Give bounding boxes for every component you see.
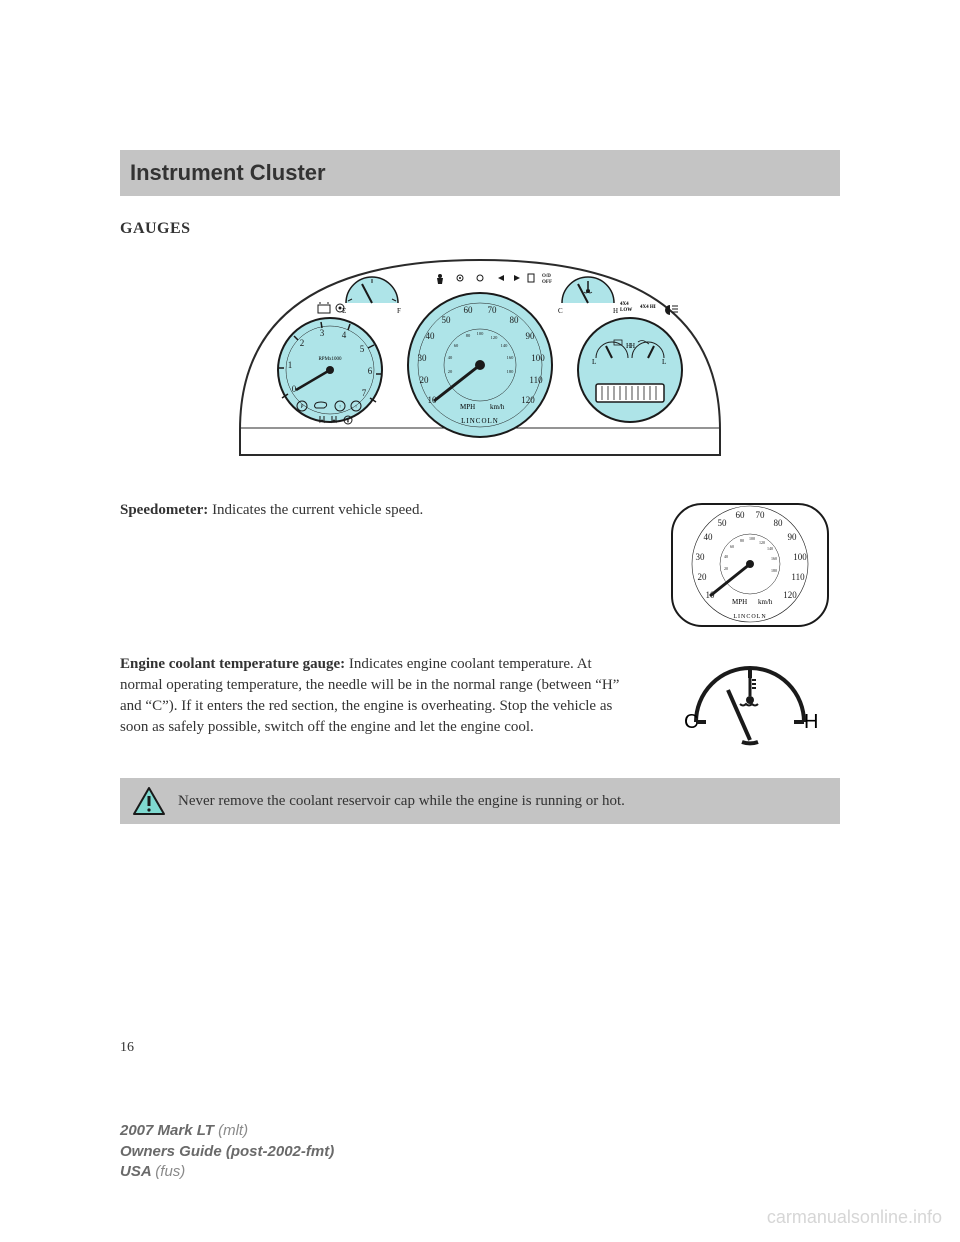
gauge-c: C: [684, 711, 698, 733]
svg-text:160: 160: [771, 556, 777, 561]
footer-line3-label: USA: [120, 1163, 151, 1180]
svg-text:120: 120: [759, 540, 765, 545]
svg-text:120: 120: [783, 590, 797, 600]
gauge-h: H: [804, 711, 818, 733]
svg-text:OFF: OFF: [542, 280, 552, 285]
svg-text:80: 80: [740, 538, 744, 543]
svg-text:140: 140: [501, 343, 509, 348]
speedometer-figure: 10 20 30 40 50 60 70 80 90 100 110 120: [660, 500, 840, 630]
footer-model-code: (mlt): [218, 1122, 248, 1139]
footer-line3-code: (fus): [155, 1163, 185, 1180]
svg-text:!: !: [355, 404, 356, 409]
speedometer-item: Speedometer: Indicates the current vehic…: [120, 500, 840, 630]
svg-text:40: 40: [704, 532, 714, 542]
svg-text:20: 20: [698, 572, 708, 582]
svg-text:70: 70: [756, 510, 766, 520]
coolant-text: Engine coolant temperature gauge: Indica…: [120, 654, 636, 738]
svg-text:1: 1: [288, 360, 293, 370]
mph-label: MPH: [460, 403, 475, 411]
coolant-h-label: H: [613, 307, 618, 315]
page-number: 16: [120, 1040, 134, 1056]
fourx4-low-label: 4X4: [620, 302, 629, 307]
svg-text:4: 4: [342, 330, 347, 340]
svg-text:90: 90: [788, 532, 798, 542]
coolant-figure: C H: [660, 654, 840, 754]
svg-text:7: 7: [362, 388, 367, 398]
svg-text:120: 120: [521, 395, 535, 405]
chapter-title: Instrument Cluster: [130, 160, 830, 186]
svg-text:110: 110: [791, 572, 805, 582]
svg-text:100: 100: [531, 353, 545, 363]
svg-text:100: 100: [793, 552, 807, 562]
coolant-c-label: C: [558, 307, 563, 315]
warning-icon: [132, 786, 166, 816]
svg-text:20: 20: [420, 375, 430, 385]
brand-label: LINCOLN: [461, 417, 499, 425]
svg-text:40: 40: [724, 554, 728, 559]
speedometer-text: Speedometer: Indicates the current vehic…: [120, 500, 636, 521]
footer-model: 2007 Mark LT: [120, 1122, 214, 1139]
svg-text:60: 60: [464, 305, 474, 315]
svg-text:LOW: LOW: [620, 308, 632, 313]
svg-text:40: 40: [426, 331, 436, 341]
svg-text:6: 6: [368, 366, 373, 376]
svg-text:140: 140: [767, 546, 773, 551]
watermark: carmanualsonline.info: [767, 1207, 942, 1228]
coolant-item: Engine coolant temperature gauge: Indica…: [120, 654, 840, 754]
svg-text:60: 60: [736, 510, 746, 520]
svg-text:60: 60: [454, 343, 459, 348]
svg-text:80: 80: [466, 333, 471, 338]
svg-text:110: 110: [529, 375, 543, 385]
svg-text:180: 180: [507, 369, 515, 374]
instrument-cluster-figure: E F C H: [120, 250, 840, 470]
svg-text:P: P: [301, 405, 304, 410]
svg-text:100: 100: [749, 536, 755, 541]
coolant-bold: Engine coolant temperature gauge:: [120, 656, 345, 672]
speedometer-desc: Indicates the current vehicle speed.: [208, 502, 423, 518]
svg-text:MPH: MPH: [732, 598, 747, 606]
fourx4-hi-label: 4X4 HI: [640, 305, 656, 310]
svg-text:160: 160: [507, 355, 515, 360]
svg-text:30: 30: [696, 552, 706, 562]
warning-box: Never remove the coolant reservoir cap w…: [120, 778, 840, 824]
chapter-header: Instrument Cluster: [120, 150, 840, 196]
svg-text:50: 50: [442, 315, 452, 325]
svg-text:50: 50: [718, 518, 728, 528]
svg-text:5: 5: [360, 344, 365, 354]
footer: 2007 Mark LT (mlt) Owners Guide (post-20…: [120, 1121, 334, 1182]
svg-text:90: 90: [526, 331, 536, 341]
section-heading: GAUGES: [120, 220, 840, 238]
svg-text:L: L: [592, 358, 596, 366]
fuel-f-label: F: [397, 307, 401, 315]
svg-text:100: 100: [477, 331, 485, 336]
svg-text:70: 70: [488, 305, 498, 315]
svg-text:20: 20: [448, 369, 453, 374]
svg-text:!: !: [339, 404, 340, 409]
svg-text:L: L: [662, 358, 666, 366]
speedometer-bold: Speedometer:: [120, 502, 208, 518]
svg-text:3: 3: [320, 328, 325, 338]
footer-line2: Owners Guide (post-2002-fmt): [120, 1142, 334, 1162]
warning-text: Never remove the coolant reservoir cap w…: [178, 791, 625, 811]
tach-label: RPMx1000: [318, 357, 342, 362]
svg-text:30: 30: [418, 353, 428, 363]
svg-text:20: 20: [724, 566, 728, 571]
svg-text:180: 180: [771, 568, 777, 573]
svg-text:40: 40: [448, 355, 453, 360]
svg-text:O/D: O/D: [542, 274, 551, 279]
svg-text:80: 80: [510, 315, 520, 325]
svg-text:H: H: [630, 342, 635, 350]
kmh-label: km/h: [490, 403, 505, 411]
svg-text:60: 60: [730, 544, 734, 549]
svg-text:120: 120: [491, 335, 499, 340]
svg-text:80: 80: [774, 518, 784, 528]
svg-text:km/h: km/h: [758, 598, 773, 606]
svg-text:LINCOLN: LINCOLN: [733, 614, 766, 620]
svg-text:2: 2: [300, 338, 305, 348]
cluster-svg: E F C H: [220, 250, 740, 470]
